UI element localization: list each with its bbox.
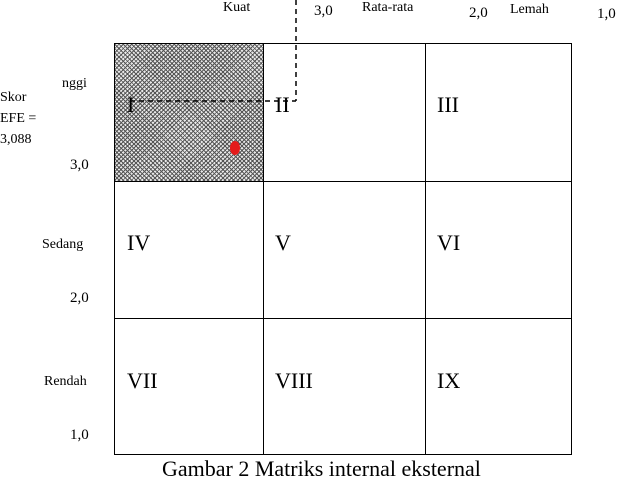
side-label-efe-value: 3,088 (0, 132, 32, 147)
cell-label-3: III (437, 92, 459, 117)
side-label-rendah: Rendah (44, 374, 87, 389)
side-label-sedang: Sedang (42, 237, 84, 252)
grid-divider-h2 (115, 318, 571, 319)
top-label-rata-rata: Rata-rata (362, 0, 414, 15)
top-tick-1: 1,0 (597, 6, 616, 22)
grid-divider-v1 (263, 44, 264, 454)
cell-label-8: VIII (275, 368, 313, 393)
side-label-efe: EFE = (0, 111, 37, 126)
cell-label-6: VI (437, 230, 461, 255)
cell-label-7: VII (127, 368, 158, 393)
grid-divider-h1 (115, 181, 571, 182)
side-tick-2: 2,0 (70, 290, 89, 306)
cell-label-9: IX (437, 368, 461, 393)
position-marker (230, 141, 240, 155)
top-label-kuat: Kuat (223, 0, 251, 15)
cell-label-5: V (275, 230, 291, 255)
cell-label-1: I (127, 92, 135, 117)
side-label-tinggi: nggi (62, 76, 87, 91)
highlighted-cell-hatch (115, 44, 263, 181)
ie-matrix: I II III IV V VI VII VIII IX (114, 43, 572, 455)
figure-caption: Gambar 2 Matriks internal eksternal (162, 456, 481, 481)
grid-divider-v2 (425, 44, 426, 454)
cell-label-4: IV (127, 230, 151, 255)
top-tick-2: 2,0 (469, 5, 488, 21)
side-tick-1: 1,0 (70, 427, 89, 443)
side-label-skor: Skor (0, 90, 27, 105)
top-tick-3: 3,0 (314, 3, 333, 19)
cell-label-2: II (275, 92, 290, 117)
side-tick-3: 3,0 (70, 157, 89, 173)
top-label-lemah: Lemah (510, 2, 549, 17)
